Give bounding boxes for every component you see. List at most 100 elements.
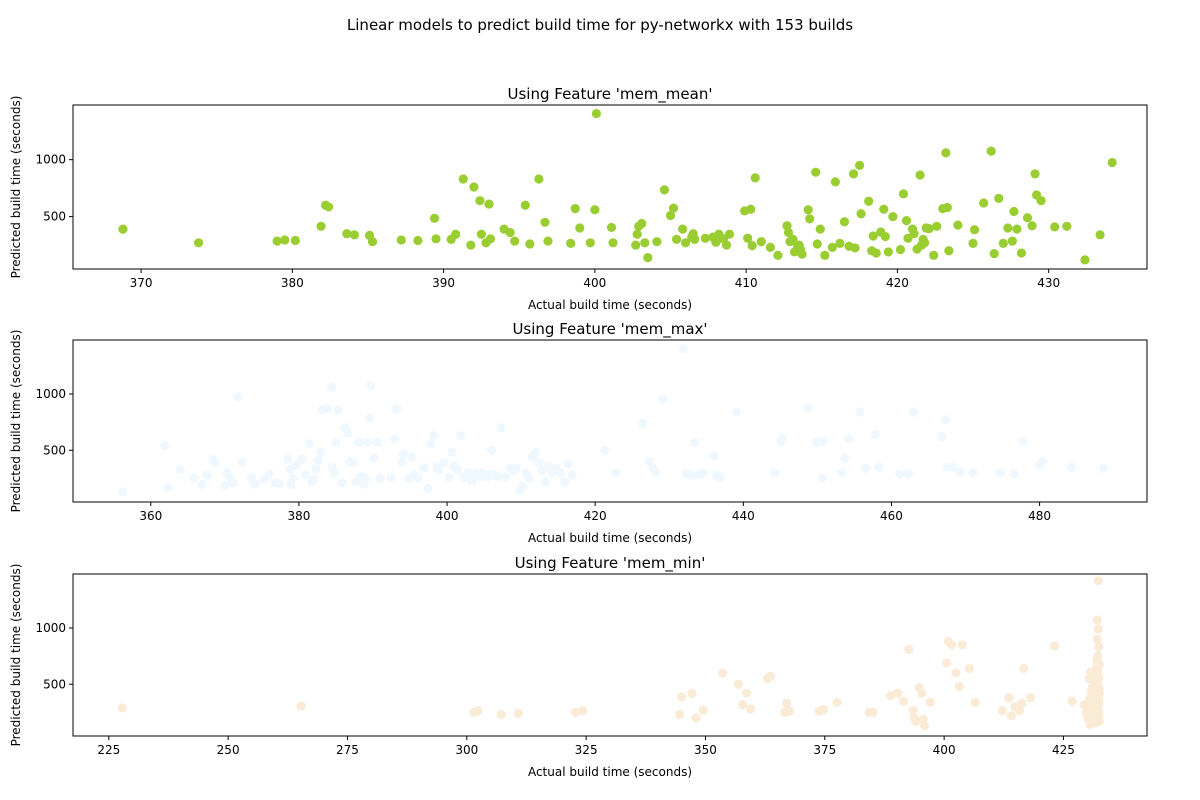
- data-point: [948, 462, 958, 472]
- data-point: [724, 229, 735, 239]
- x-tick-label: 460: [880, 509, 903, 523]
- data-point: [296, 701, 306, 711]
- data-point: [1093, 576, 1103, 586]
- data-point: [1094, 684, 1104, 694]
- data-point: [893, 688, 903, 698]
- data-point: [322, 404, 332, 414]
- data-point: [300, 470, 311, 480]
- x-tick-label: 275: [336, 743, 359, 757]
- data-point: [117, 703, 127, 713]
- data-point: [1007, 236, 1017, 246]
- data-point: [466, 240, 476, 250]
- data-point: [283, 454, 293, 464]
- data-point: [818, 436, 828, 446]
- data-point: [677, 692, 687, 702]
- data-point: [485, 234, 496, 244]
- data-point: [879, 204, 889, 214]
- x-axis-label: Actual build time (seconds): [528, 531, 692, 545]
- chart-title: Using Feature 'mem_mean': [508, 85, 713, 104]
- data-point: [513, 708, 523, 719]
- data-point: [275, 479, 285, 489]
- data-point: [888, 212, 898, 222]
- data-point: [197, 479, 207, 490]
- data-point: [1066, 462, 1077, 472]
- data-point: [246, 472, 257, 482]
- x-tick-label: 325: [575, 743, 598, 757]
- data-point: [954, 681, 965, 692]
- data-point: [297, 454, 307, 464]
- data-point: [827, 242, 837, 252]
- data-point: [994, 193, 1004, 203]
- data-point: [600, 445, 610, 455]
- data-point: [733, 679, 744, 689]
- data-point: [367, 237, 378, 247]
- data-point: [452, 465, 463, 476]
- y-axis-label: Predicted build time (seconds): [9, 96, 23, 279]
- x-tick-label: 300: [455, 743, 478, 757]
- data-point: [567, 470, 577, 480]
- data-point: [651, 468, 661, 478]
- data-point: [175, 464, 185, 474]
- x-axis-label: Actual build time (seconds): [528, 765, 692, 779]
- data-point: [534, 174, 544, 184]
- data-point: [363, 437, 373, 447]
- data-point: [797, 249, 807, 259]
- data-point: [189, 473, 199, 483]
- data-point: [637, 218, 647, 229]
- y-tick-label: 1000: [35, 387, 66, 401]
- data-point: [840, 453, 850, 463]
- data-point: [272, 236, 282, 246]
- data-point: [837, 468, 847, 478]
- data-point: [591, 108, 601, 119]
- data-point: [1012, 224, 1022, 234]
- data-point: [843, 434, 854, 444]
- data-point: [745, 704, 755, 714]
- x-tick-label: 250: [217, 743, 240, 757]
- data-point: [309, 474, 319, 485]
- data-point: [419, 463, 429, 473]
- data-point: [698, 705, 708, 715]
- data-point: [423, 483, 433, 494]
- data-point: [1027, 221, 1037, 231]
- data-point: [856, 209, 866, 219]
- data-point: [375, 473, 385, 483]
- data-point: [505, 227, 515, 238]
- data-point: [520, 200, 530, 210]
- data-point: [773, 250, 783, 260]
- data-point: [575, 223, 585, 233]
- data-point: [868, 707, 878, 717]
- data-point: [691, 713, 701, 723]
- data-point: [743, 233, 753, 243]
- data-point: [765, 242, 775, 252]
- data-point: [871, 248, 881, 258]
- data-point: [911, 716, 921, 726]
- data-point: [848, 169, 859, 179]
- x-tick-label: 400: [933, 743, 956, 757]
- data-point: [331, 437, 341, 447]
- data-point: [1092, 656, 1102, 666]
- data-point: [372, 437, 383, 447]
- data-point: [942, 202, 952, 213]
- data-point: [578, 706, 588, 716]
- data-point: [690, 437, 700, 447]
- y-tick-label: 500: [43, 677, 66, 691]
- data-point: [467, 476, 477, 486]
- data-point: [525, 239, 535, 249]
- data-point: [304, 438, 314, 449]
- x-tick-label: 400: [583, 276, 606, 290]
- data-point: [908, 705, 918, 715]
- data-point: [250, 479, 260, 489]
- data-point: [348, 458, 358, 468]
- data-point: [860, 463, 871, 473]
- data-point: [413, 235, 423, 246]
- data-point: [193, 238, 204, 248]
- data-point: [941, 148, 951, 158]
- data-point: [163, 482, 173, 492]
- data-point: [220, 480, 230, 490]
- data-point: [1067, 696, 1077, 706]
- x-tick-label: 360: [139, 509, 162, 523]
- data-point: [783, 227, 794, 238]
- data-point: [769, 468, 780, 478]
- data-point: [901, 215, 912, 226]
